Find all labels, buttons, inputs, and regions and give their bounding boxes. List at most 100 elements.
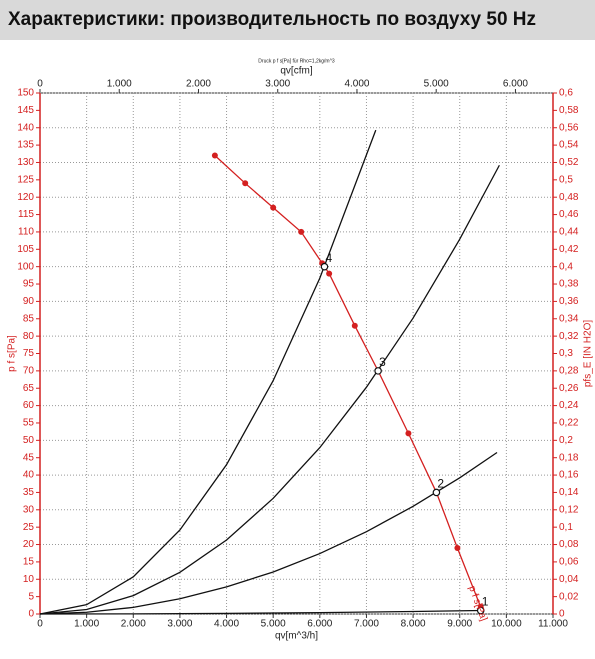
y-tick-label: 100 bbox=[17, 261, 34, 272]
y-tick-label: 90 bbox=[23, 296, 35, 307]
y-tick-label: 115 bbox=[18, 209, 34, 220]
x-tick-label: 11.000 bbox=[538, 619, 568, 630]
y2-tick-label: 0,48 bbox=[559, 192, 579, 203]
series-line bbox=[39, 451, 498, 615]
x-tick-label: 8.000 bbox=[401, 619, 426, 630]
x2-tick-label: 1.000 bbox=[107, 79, 132, 90]
y-tick-label: 35 bbox=[23, 487, 35, 498]
series-marker bbox=[211, 152, 218, 159]
y2-tick-label: 0,28 bbox=[559, 366, 579, 377]
y-tick-label: 75 bbox=[23, 348, 35, 359]
series-line bbox=[39, 164, 500, 615]
x-tick-label: 1.000 bbox=[74, 619, 99, 630]
y-tick-label: 140 bbox=[17, 122, 34, 133]
y2-tick-label: 0,46 bbox=[559, 209, 579, 220]
y2-tick-label: 0,42 bbox=[559, 244, 579, 255]
y-tick-label: 25 bbox=[23, 522, 35, 533]
y-tick-label: 45 bbox=[23, 452, 35, 463]
x-tick-label: 4.000 bbox=[214, 619, 239, 630]
y2-tick-label: 0,2 bbox=[559, 435, 573, 446]
y-tick-label: 110 bbox=[18, 227, 34, 238]
x2-tick-label: 0 bbox=[37, 79, 43, 90]
y2-tick-label: 0,32 bbox=[559, 331, 579, 342]
y-tick-label: 60 bbox=[23, 400, 35, 411]
y-tick-label: 80 bbox=[23, 331, 35, 342]
y-tick-label: 50 bbox=[23, 435, 35, 446]
plot-area bbox=[39, 92, 554, 615]
y2-tick-label: 0,24 bbox=[559, 400, 579, 411]
series-marker bbox=[405, 430, 412, 437]
operating-point-label: 4 bbox=[325, 251, 332, 265]
y2-tick-label: 0,08 bbox=[559, 539, 579, 550]
y2-tick-label: 0,34 bbox=[559, 313, 579, 324]
y-tick-label: 85 bbox=[23, 313, 35, 324]
y2-tick-label: 0,5 bbox=[559, 174, 573, 185]
x2-tick-label: 2.000 bbox=[186, 79, 211, 90]
y2-tick-label: 0,22 bbox=[559, 418, 579, 429]
y2-tick-label: 0,36 bbox=[559, 296, 579, 307]
x-tick-label: 7.000 bbox=[354, 619, 379, 630]
operating-point-label: 3 bbox=[379, 355, 386, 369]
y-tick-label: 55 bbox=[23, 418, 35, 429]
x-axis-title: qv[m^3/h] bbox=[275, 631, 318, 642]
y-tick-label: 10 bbox=[23, 574, 35, 585]
y2-axis-title: pfs_E [IN H2O] bbox=[583, 320, 594, 387]
y2-tick-label: 0,4 bbox=[559, 261, 573, 272]
y2-tick-label: 0,26 bbox=[559, 383, 579, 394]
series-marker bbox=[454, 545, 461, 552]
y-tick-label: 135 bbox=[17, 140, 34, 151]
y2-tick-label: 0,3 bbox=[559, 348, 573, 359]
series-line bbox=[39, 609, 481, 615]
operating-point-label: 2 bbox=[437, 477, 444, 491]
y-tick-label: 20 bbox=[23, 539, 35, 550]
y-tick-label: 150 bbox=[17, 88, 34, 99]
y2-tick-label: 0 bbox=[559, 609, 565, 620]
y2-tick-label: 0,58 bbox=[559, 105, 579, 116]
y-tick-label: 70 bbox=[23, 366, 35, 377]
y2-tick-label: 0,44 bbox=[559, 227, 579, 238]
header-title: Характеристики: производительность по во… bbox=[8, 9, 536, 30]
y2-tick-label: 0,04 bbox=[559, 574, 579, 585]
x-tick-label: 0 bbox=[37, 619, 43, 630]
x-tick-label: 2.000 bbox=[121, 619, 146, 630]
y2-tick-label: 0,14 bbox=[559, 487, 579, 498]
series-marker bbox=[270, 204, 277, 211]
y-tick-label: 145 bbox=[17, 105, 34, 116]
y-tick-label: 130 bbox=[17, 157, 34, 168]
operating-point-label: 1 bbox=[482, 595, 489, 609]
operating-point bbox=[320, 262, 329, 271]
y-tick-label: 30 bbox=[23, 504, 35, 515]
y2-tick-label: 0,6 bbox=[559, 88, 573, 99]
y-tick-label: 15 bbox=[23, 557, 35, 568]
x2-tick-label: 5.000 bbox=[424, 79, 449, 90]
x-tick-label: 5.000 bbox=[261, 619, 286, 630]
operating-point bbox=[432, 488, 441, 497]
header-band bbox=[0, 0, 595, 40]
x2-tick-label: 4.000 bbox=[344, 79, 369, 90]
series-marker bbox=[242, 180, 249, 187]
y-tick-label: 95 bbox=[23, 279, 35, 290]
y2-tick-label: 0,02 bbox=[559, 591, 579, 602]
y-tick-label: 65 bbox=[23, 383, 35, 394]
y2-tick-label: 0,38 bbox=[559, 279, 579, 290]
y-tick-label: 40 bbox=[23, 470, 35, 481]
y-tick-label: 5 bbox=[28, 591, 34, 602]
series-marker bbox=[326, 270, 333, 277]
x-tick-label: 10.000 bbox=[491, 619, 522, 630]
x-tick-label: 9.000 bbox=[447, 619, 472, 630]
y-axis-title: p f s[Pa] bbox=[7, 335, 18, 372]
y-tick-label: 120 bbox=[17, 192, 34, 203]
y2-tick-label: 0,56 bbox=[559, 122, 579, 133]
x2-tick-label: 3.000 bbox=[265, 79, 290, 90]
x2-tick-label: 6.000 bbox=[503, 79, 528, 90]
operating-point bbox=[476, 606, 485, 615]
x-tick-label: 6.000 bbox=[307, 619, 332, 630]
y-tick-label: 105 bbox=[17, 244, 34, 255]
x2-axis-title: qv[cfm] bbox=[280, 66, 312, 77]
series-marker bbox=[351, 322, 358, 329]
y-tick-label: 0 bbox=[28, 609, 34, 620]
y-tick-label: 125 bbox=[17, 174, 34, 185]
y2-tick-label: 0,52 bbox=[559, 157, 579, 168]
